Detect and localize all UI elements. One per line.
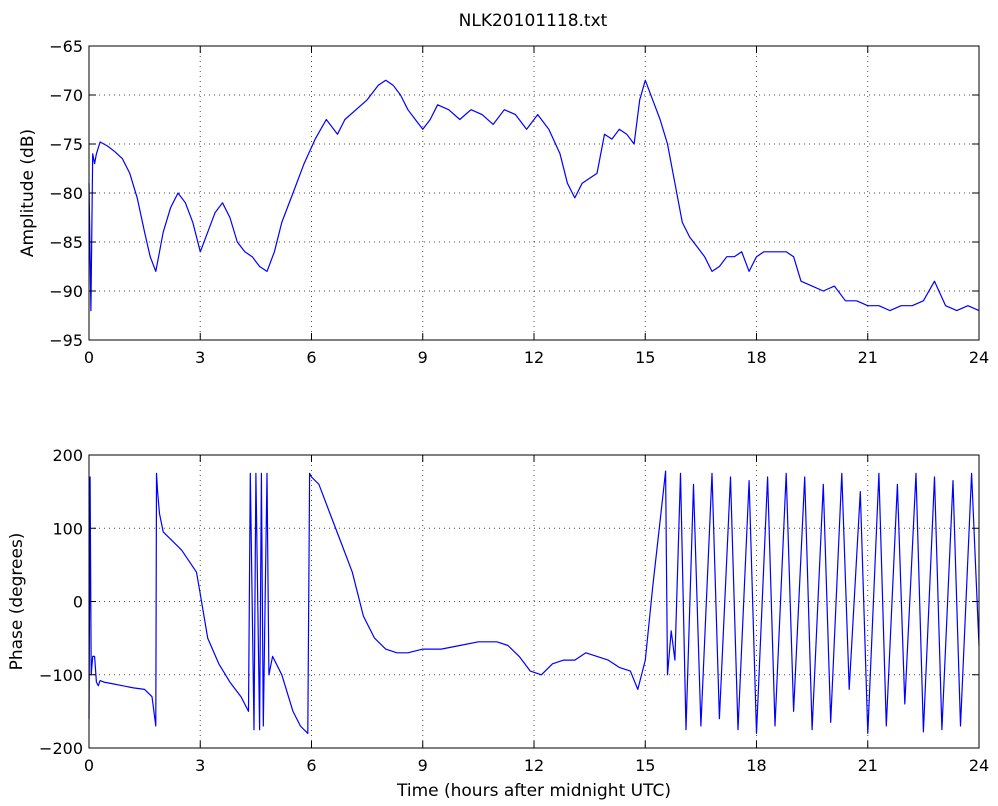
amplitude-plot: 0 3 6 9 12 15 18 21 24 −95 −90 −85 −80 −75 −70 −65 Ampli… (18, 37, 989, 367)
amplitude-y-tick-label: −70 (49, 86, 83, 105)
phase-y-tick-label: 200 (52, 446, 83, 465)
phase-x-tick-label: 24 (969, 756, 989, 775)
amplitude-series-line-0 (88, 79, 980, 312)
phase-x-tick-label: 0 (84, 756, 94, 775)
phase-series-line-0 (88, 470, 980, 735)
phase-x-tick-label: 21 (858, 756, 878, 775)
amplitude-y-tick-label: −80 (49, 184, 83, 203)
phase-x-tick-label: 6 (306, 756, 316, 775)
amplitude-x-tick-label: 24 (969, 348, 989, 367)
amplitude-y-tick-label: −85 (49, 233, 83, 252)
phase-x-tick-label: 12 (524, 756, 544, 775)
phase-y-tick-label: −100 (39, 666, 83, 685)
amplitude-y-tick-label: −90 (49, 282, 83, 301)
amplitude-y-tick-label: −75 (49, 135, 83, 154)
phase-x-tick-label: 9 (418, 756, 428, 775)
phase-x-axis-label: Time (hours after midnight UTC) (396, 781, 671, 801)
phase-x-tick-label: 15 (635, 756, 655, 775)
phase-x-tick-label: 18 (746, 756, 766, 775)
amplitude-x-tick-label: 21 (858, 348, 878, 367)
amplitude-x-tick-label: 3 (195, 348, 205, 367)
amplitude-y-axis-label: Amplitude (dB) (18, 129, 38, 257)
phase-y-tick-label: 100 (52, 519, 83, 538)
amplitude-x-tick-label: 0 (84, 348, 94, 367)
amplitude-x-tick-label: 12 (524, 348, 544, 367)
amplitude-x-tick-label: 15 (635, 348, 655, 367)
phase-plot: 0 3 6 9 12 15 18 21 24 −200 −100 0 100 200 Phase (degr… (7, 446, 989, 801)
amplitude-y-tick-label: −65 (49, 37, 83, 56)
amplitude-x-tick-label: 6 (306, 348, 316, 367)
phase-x-tick-label: 3 (195, 756, 205, 775)
amplitude-y-tick-label: −95 (49, 331, 83, 350)
figure-title: NLK20101118.txt (459, 11, 608, 31)
phase-y-tick-label: 0 (73, 593, 83, 612)
amplitude-x-tick-label: 9 (418, 348, 428, 367)
amplitude-x-tick-label: 18 (746, 348, 766, 367)
phase-y-tick-label: −200 (39, 739, 83, 758)
phase-y-axis-label: Phase (degrees) (7, 533, 27, 671)
